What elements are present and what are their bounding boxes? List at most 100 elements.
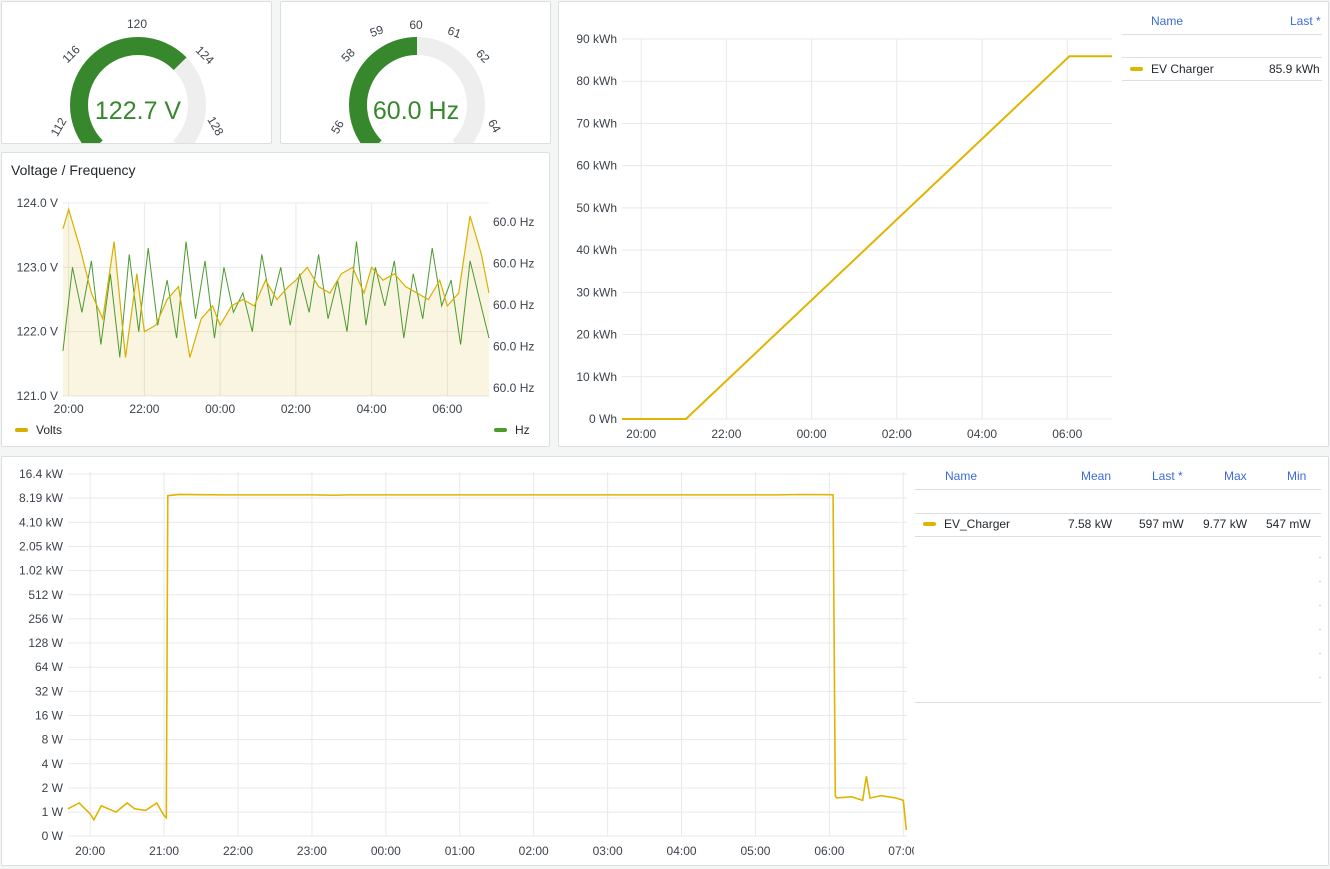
divider <box>1319 677 1321 678</box>
legend-hz-swatch <box>494 428 507 432</box>
frequency-gauge-fill <box>349 37 418 143</box>
y-tick-label: 0 Wh <box>589 412 617 426</box>
divider <box>915 702 1321 703</box>
voltage-gauge-tick-0: 112 <box>48 115 70 139</box>
x-tick-label: 02:00 <box>519 844 549 858</box>
y-tick-label: 8 W <box>42 733 64 747</box>
x-tick-label: 00:00 <box>371 844 401 858</box>
x-tick-label: 02:00 <box>281 402 311 416</box>
divider <box>1319 581 1321 582</box>
x-tick-label: 06:00 <box>814 844 844 858</box>
x-tick-label: 03:00 <box>593 844 623 858</box>
frequency-gauge-tick-6: 64 <box>485 117 504 136</box>
power-legend-header-mean[interactable]: Mean <box>1081 469 1112 483</box>
y-tick-label: 80 kWh <box>576 74 617 88</box>
frequency-gauge-tick-4: 61 <box>446 23 464 41</box>
energy-chart: 90 kWh 80 kWh 70 kWh 60 kWh 50 kWh 40 kWh 30 k… <box>576 32 1112 441</box>
y-tick-label: 90 kWh <box>576 32 617 46</box>
voltage-gauge-value: 122.7 V <box>95 97 182 125</box>
power-legend-header-name[interactable]: Name <box>945 469 978 483</box>
frequency-gauge-tick-2: 59 <box>368 22 386 40</box>
power-legend-header-last[interactable]: Last * <box>1152 469 1183 483</box>
y-tick-label: 10 kWh <box>576 370 617 384</box>
power-legend-last: 597 mW <box>1139 517 1184 531</box>
divider <box>1319 653 1321 654</box>
y-tick-label: 32 W <box>35 684 64 698</box>
x-tick-label: 04:00 <box>667 844 697 858</box>
energy-legend-last: 85.9 kWh <box>1269 62 1320 76</box>
y-right-tick-label: 60.0 Hz <box>493 215 534 229</box>
divider <box>1319 629 1321 630</box>
legend-volts-label: Volts <box>36 423 63 437</box>
x-tick-label: 06:00 <box>1052 427 1082 441</box>
frequency-gauge: 56 58 59 60 61 62 64 60.0 Hz <box>328 18 504 143</box>
legend-volts[interactable]: Volts <box>15 423 62 437</box>
y-left-tick-label: 122.0 V <box>17 325 58 339</box>
voltage-gauge: 112 116 120 124 128 122.7 V <box>48 17 227 143</box>
frequency-gauge-tick-1: 58 <box>338 45 358 65</box>
divider <box>915 536 1321 537</box>
divider <box>915 513 1321 514</box>
x-tick-label: 01:00 <box>445 844 475 858</box>
volts-area <box>63 209 489 396</box>
x-tick-label: 21:00 <box>149 844 179 858</box>
x-tick-label: 02:00 <box>882 427 912 441</box>
divider <box>1122 57 1322 58</box>
y-right-tick-label: 60.0 Hz <box>493 298 534 312</box>
y-tick-label: 2 W <box>42 781 64 795</box>
y-tick-label: 50 kWh <box>576 201 617 215</box>
x-tick-label: 20:00 <box>626 427 656 441</box>
y-tick-label: 60 kWh <box>576 159 617 173</box>
y-right-tick-label: 60.0 Hz <box>493 257 534 271</box>
energy-legend-header-name[interactable]: Name <box>1151 14 1184 28</box>
frequency-gauge-value: 60.0 Hz <box>373 97 459 125</box>
power-legend-label: EV_Charger <box>944 517 1011 531</box>
legend-hz[interactable]: Hz <box>494 423 530 437</box>
energy-legend-label: EV Charger <box>1151 62 1214 76</box>
y-tick-label: 1 W <box>42 805 64 819</box>
energy-legend-swatch <box>1130 67 1143 71</box>
x-tick-label: 06:00 <box>432 402 462 416</box>
x-tick-label: 05:00 <box>740 844 770 858</box>
x-tick-label: 04:00 <box>967 427 997 441</box>
voltage-gauge-tick-3: 124 <box>193 43 217 67</box>
ev-charger-power-line <box>67 493 908 830</box>
frequency-gauge-panel[interactable]: 56 58 59 60 61 62 64 60.0 Hz <box>280 1 551 144</box>
voltage-gauge-panel[interactable]: 112 116 120 124 128 122.7 V <box>1 1 272 144</box>
y-tick-label: 2.05 kW <box>19 539 64 553</box>
power-chart: 16.4 kW 8.19 kW 4.10 kW 2.05 kW 1.02 kW 512 W… <box>19 467 914 858</box>
power-panel[interactable]: 16.4 kW 8.19 kW 4.10 kW 2.05 kW 1.02 kW 512 W… <box>1 456 1329 866</box>
volts-series-line <box>62 207 490 358</box>
power-legend-item[interactable]: EV_Charger <box>923 517 1010 531</box>
y-tick-label: 16.4 kW <box>19 467 64 481</box>
x-tick-label: 22:00 <box>129 402 159 416</box>
power-legend-swatch <box>923 522 936 526</box>
y-tick-label: 64 W <box>35 660 64 674</box>
power-legend-header-max[interactable]: Max <box>1224 469 1247 483</box>
voltage-gauge-tick-4: 128 <box>204 114 226 139</box>
y-tick-label: 40 kWh <box>576 243 617 257</box>
y-left-tick-label: 123.0 V <box>17 260 58 274</box>
energy-legend-item[interactable]: EV Charger <box>1130 62 1214 76</box>
x-tick-label: 07:00 <box>888 844 914 858</box>
energy-panel[interactable]: 90 kWh 80 kWh 70 kWh 60 kWh 50 kWh 40 kWh 30 k… <box>558 1 1329 447</box>
power-legend-max: 9.77 kW <box>1203 517 1248 531</box>
y-tick-label: 70 kWh <box>576 116 617 130</box>
y-tick-label: 20 kWh <box>576 328 617 342</box>
voltage-frequency-panel[interactable]: Voltage / Frequency 124.0 V 123.0 V 122.0 … <box>1 152 550 447</box>
y-tick-label: 128 W <box>28 636 63 650</box>
divider <box>1122 80 1322 81</box>
energy-legend-header-last[interactable]: Last * <box>1290 14 1321 28</box>
y-tick-label: 4 W <box>42 757 64 771</box>
y-tick-label: 0 W <box>42 829 64 843</box>
voltage-gauge-fill <box>70 37 187 143</box>
y-tick-label: 30 kWh <box>576 285 617 299</box>
power-legend-min: 547 mW <box>1266 517 1311 531</box>
power-legend-header-min[interactable]: Min <box>1287 469 1307 483</box>
legend-hz-label: Hz <box>515 423 530 437</box>
legend-volts-swatch <box>15 428 28 432</box>
y-left-tick-label: 124.0 V <box>17 196 58 210</box>
x-tick-label: 20:00 <box>54 402 84 416</box>
y-tick-label: 512 W <box>28 588 63 602</box>
x-tick-label: 23:00 <box>297 844 327 858</box>
